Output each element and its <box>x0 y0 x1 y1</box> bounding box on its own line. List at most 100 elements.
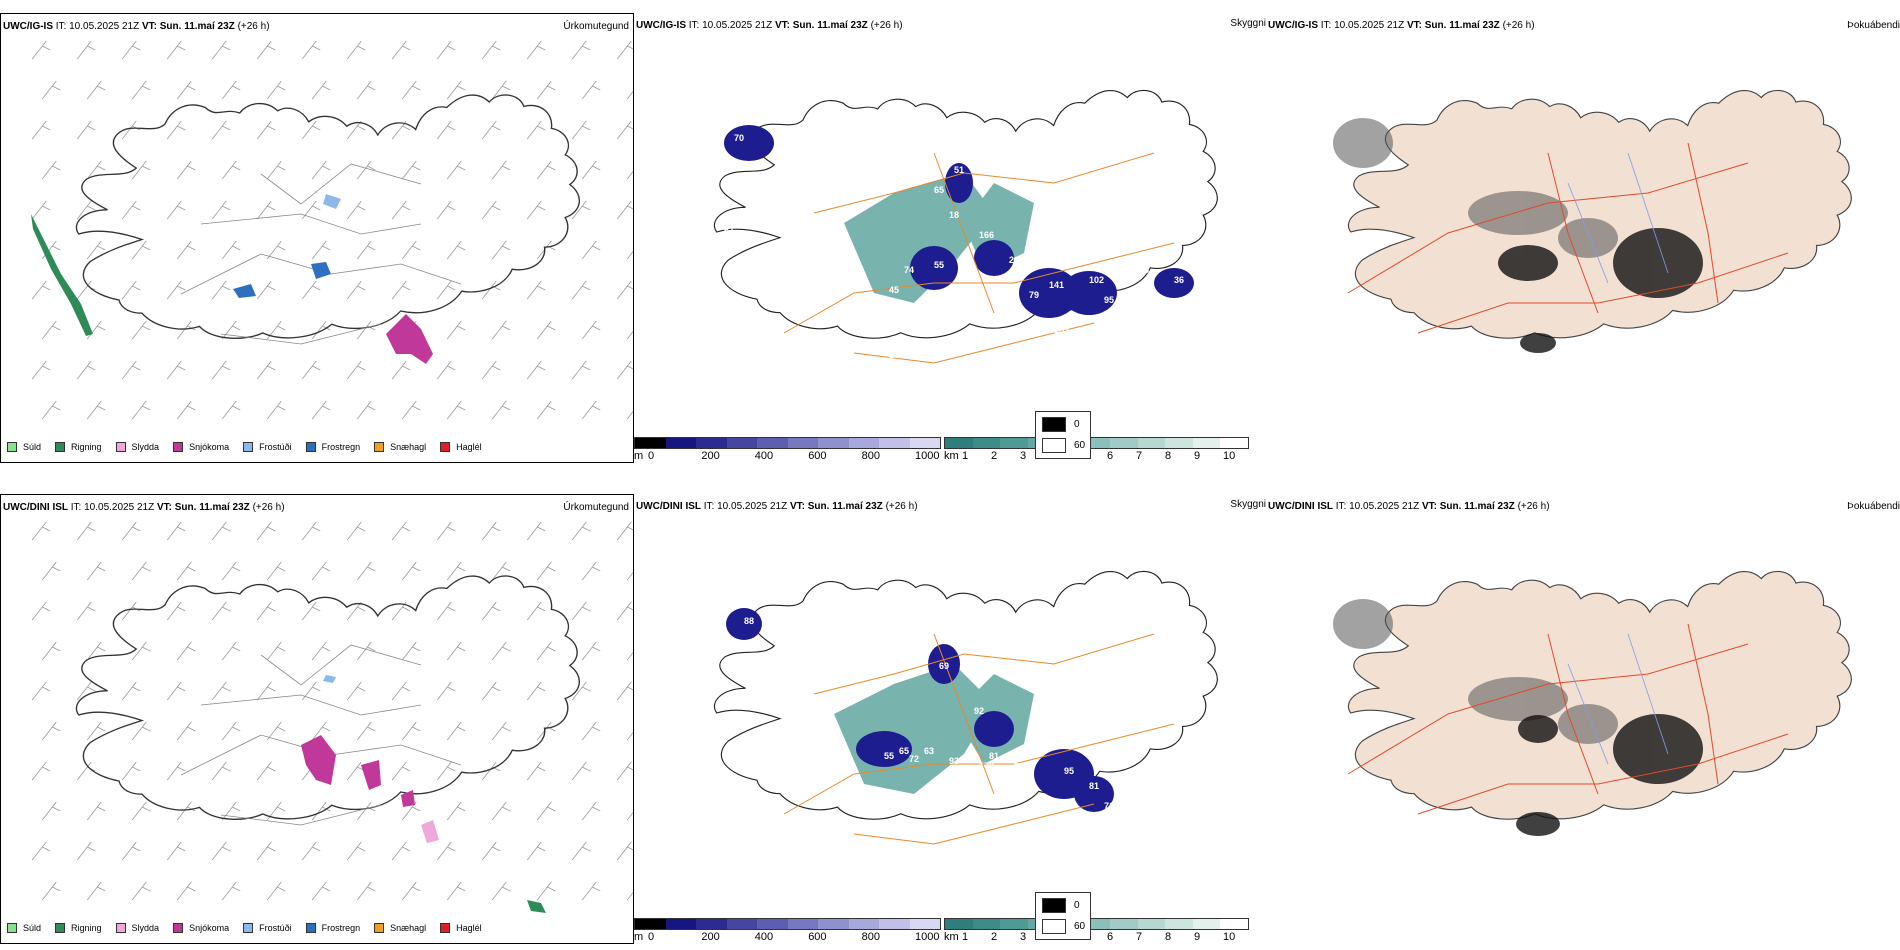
wind-barb <box>626 651 633 661</box>
wind-barb <box>571 40 591 60</box>
colorbar-tick-label: 0 <box>648 450 655 462</box>
wind-barb <box>176 400 196 420</box>
cloud-base-value: 51 <box>1089 340 1099 350</box>
fog-legend-0: 0 60 <box>1035 411 1091 459</box>
colorbar-step <box>909 438 940 448</box>
wind-barb <box>346 40 366 60</box>
wind-barb <box>31 280 51 300</box>
wind-barb <box>446 400 466 420</box>
colorbar-unit: km <box>944 931 959 943</box>
wind-barb <box>166 280 186 300</box>
wind-barb <box>626 571 633 581</box>
wind-barb <box>481 360 501 380</box>
wind-barb <box>616 120 633 140</box>
fog-title-0: UWC/IG-IS IT: 10.05.2025 21Z VT: Sun. 11… <box>1268 20 1535 31</box>
wind-barb <box>356 561 376 581</box>
colorbar-step <box>972 919 1001 929</box>
wind-barb <box>131 881 151 901</box>
cloud-base-colorbar-1 <box>634 918 941 930</box>
wind-barb <box>301 841 321 861</box>
wind-barb <box>86 561 106 581</box>
wind-barb <box>31 521 51 541</box>
wind-barb <box>536 561 556 581</box>
fog-title-1: UWC/DINI ISL IT: 10.05.2025 21Z VT: Sun.… <box>1268 501 1550 512</box>
legend-item-frostudi: Frostúði <box>243 442 292 452</box>
cloud-base-value: 72 <box>909 754 919 764</box>
cloud-base-value: 88 <box>744 616 754 626</box>
wind-barb <box>616 681 633 701</box>
wind-barb <box>436 120 456 140</box>
cloud-base-colorbar-0 <box>634 437 941 449</box>
wind-barb <box>76 681 96 701</box>
wind-barb <box>166 40 186 60</box>
cloud-base-value: 94 <box>964 270 974 280</box>
wind-barb <box>436 40 456 60</box>
wind-barb <box>356 881 376 901</box>
wind-barb <box>311 721 331 741</box>
wind-barb <box>571 841 591 861</box>
wind-barb <box>31 360 51 380</box>
legend-item-snaehagl: Snæhagl <box>374 442 426 452</box>
wind-barb <box>166 200 186 220</box>
wind-barb <box>581 320 601 340</box>
colorbar-step <box>1165 438 1193 448</box>
wind-barb <box>436 360 456 380</box>
colorbar-step <box>972 438 1001 448</box>
wind-barb <box>121 360 141 380</box>
wind-barb <box>356 801 376 821</box>
wind-barb <box>41 641 61 661</box>
wind-barb <box>436 841 456 861</box>
wind-barb <box>311 641 331 661</box>
wind-barb <box>481 841 501 861</box>
wind-barb <box>266 721 286 741</box>
cloud-base-value: 102 <box>1089 275 1104 285</box>
wind-barb <box>581 721 601 741</box>
wind-barb <box>131 240 151 260</box>
wind-barb <box>356 80 376 100</box>
wind-barb <box>176 240 196 260</box>
cloud-base-value: 81 <box>1089 781 1099 791</box>
wind-barb <box>526 120 546 140</box>
wind-barb <box>626 811 633 821</box>
wind-barb <box>166 521 186 541</box>
cloud-base-value: 133 <box>929 866 944 876</box>
wind-barb <box>311 320 331 340</box>
wind-barb <box>571 360 591 380</box>
wind-barb <box>176 881 196 901</box>
colorbar-tick-label: 800 <box>861 931 880 943</box>
wind-barb <box>256 761 276 781</box>
cloud-base-value: 106 <box>909 861 924 871</box>
wind-barb <box>526 601 546 621</box>
wind-barb <box>166 681 186 701</box>
wind-barb <box>76 40 96 60</box>
cloud-base-value: 69 <box>939 661 949 671</box>
legend-item-rigning: Rigning <box>55 923 102 933</box>
wind-barb <box>536 80 556 100</box>
colorbar-tick-label: 3 <box>1020 450 1027 462</box>
colorbar-tick-label: 1000 <box>915 450 940 462</box>
wind-barb <box>311 240 331 260</box>
wind-barb <box>526 360 546 380</box>
fog-label-0: Þokuábendi <box>1847 20 1900 31</box>
wind-barb <box>616 521 633 541</box>
colorbar-tick-label: 600 <box>808 931 827 943</box>
wind-barb <box>571 601 591 621</box>
colorbar-step <box>635 919 666 929</box>
cloud-base-value: 51 <box>954 165 964 175</box>
cloud-base-value: 25 <box>999 766 1009 776</box>
legend-item-snaehagl: Snæhagl <box>374 923 426 933</box>
wind-barbs-0 <box>31 40 633 420</box>
colorbar-step <box>696 919 727 929</box>
wind-barb <box>166 761 186 781</box>
colorbar-step <box>1192 919 1221 929</box>
legend-item-slydda: Slydda <box>115 442 159 452</box>
wind-barb <box>346 360 366 380</box>
wind-barb <box>131 160 151 180</box>
colorbar-step <box>818 919 849 929</box>
legend-item-haglel: Haglél <box>440 923 482 933</box>
wind-barb <box>346 681 366 701</box>
colorbar-tick-label: 0 <box>648 931 655 943</box>
colorbar-step <box>945 438 973 448</box>
wind-barb <box>391 521 411 541</box>
